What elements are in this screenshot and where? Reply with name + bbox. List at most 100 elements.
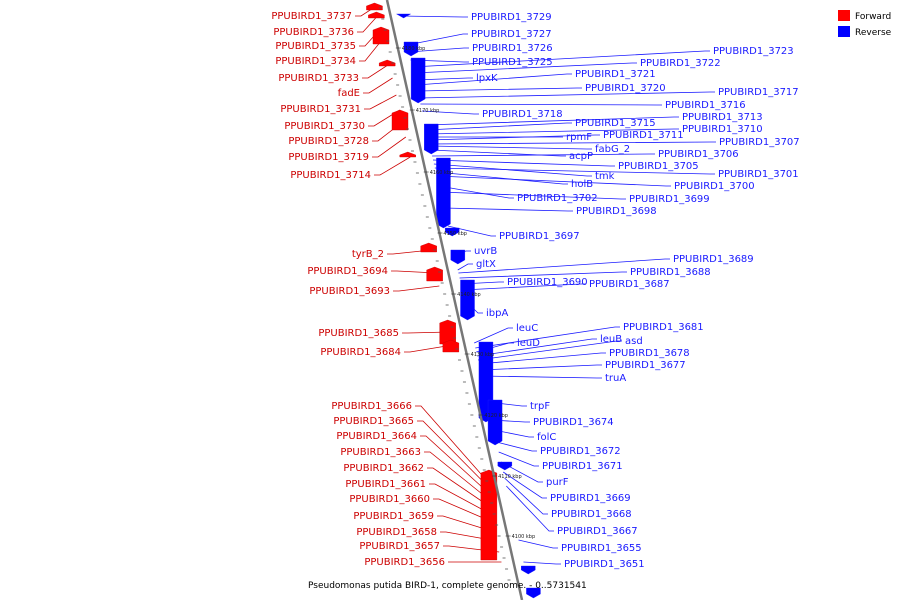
forward-gene-block <box>420 242 437 253</box>
label-connectors <box>355 5 716 565</box>
forward-gene-label: PPUBIRD1_3719 <box>288 152 369 163</box>
forward-gene-block <box>439 319 456 345</box>
reverse-connector <box>502 471 547 499</box>
reverse-gene-label: truA <box>605 373 626 384</box>
reverse-connector <box>410 59 469 63</box>
forward-gene-label: PPUBIRD1_3730 <box>284 121 365 132</box>
forward-connector <box>417 420 484 483</box>
reverse-gene-block <box>526 587 541 599</box>
reverse-gene-label: PPUBIRD1_3687 <box>589 279 670 290</box>
reverse-gene-block <box>460 279 475 321</box>
forward-connector <box>359 37 384 62</box>
forward-gene-label: PPUBIRD1_3685 <box>318 328 399 339</box>
reverse-gene-label: PPUBIRD1_3688 <box>630 267 711 278</box>
forward-connector <box>368 109 400 127</box>
reverse-gene-label: PPUBIRD1_3710 <box>682 124 763 135</box>
reverse-gene-label: ibpA <box>486 308 508 319</box>
scale-tick-label: 4170 kbp <box>416 108 440 114</box>
forward-connector <box>440 531 497 542</box>
reverse-connector <box>523 561 561 565</box>
forward-gene-block <box>399 151 416 158</box>
reverse-gene-block <box>424 123 439 155</box>
reverse-gene-label: PPUBIRD1_3718 <box>482 109 563 120</box>
reverse-gene-label: PPUBIRD1_3674 <box>533 417 614 428</box>
forward-connector <box>404 344 453 353</box>
forward-gene-label: PPUBIRD1_3659 <box>353 511 434 522</box>
legend-reverse-swatch <box>838 26 850 37</box>
reverse-connector <box>438 185 514 199</box>
reverse-connector <box>475 326 620 349</box>
reverse-connector <box>432 159 615 167</box>
reverse-gene-label: PPUBIRD1_3689 <box>673 254 754 265</box>
gene-labels: PPUBIRD1_3737 PPUBIRD1_3736 PPUBIRD1_3735 P… <box>271 11 799 570</box>
reverse-gene-block <box>436 157 451 229</box>
reverse-gene-label: PPUBIRD1_3681 <box>623 322 704 333</box>
genome-title: Pseudomonas putida BIRD-1, complete geno… <box>308 581 587 591</box>
forward-connector <box>374 156 411 176</box>
scale-tick-label: 4160 kbp <box>430 170 454 176</box>
reverse-connector <box>474 327 513 344</box>
scale-tick-label: 4140 kbp <box>457 292 481 298</box>
reverse-connector <box>480 364 602 371</box>
forward-gene-label: PPUBIRD1_3736 <box>273 27 354 38</box>
reverse-connector <box>425 116 679 126</box>
reverse-connector <box>400 15 468 18</box>
forward-connector <box>415 405 483 476</box>
forward-connector <box>387 249 432 255</box>
reverse-gene-label: PPUBIRD1_3678 <box>609 348 690 359</box>
forward-gene-label: PPUBIRD1_3734 <box>275 56 356 67</box>
reverse-gene-label: PPUBIRD1_3723 <box>713 46 794 57</box>
forward-gene-label: PPUBIRD1_3660 <box>349 494 430 505</box>
forward-gene-label: PPUBIRD1_3714 <box>290 170 371 181</box>
forward-gene-label: PPUBIRD1_3694 <box>307 266 388 277</box>
reverse-gene-label: PPUBIRD1_3698 <box>576 206 657 217</box>
scale-tick-label: 4100 kbp <box>512 534 536 540</box>
forward-gene-label: PPUBIRD1_3684 <box>320 347 401 358</box>
reverse-connector <box>477 338 597 357</box>
reverse-connector <box>457 263 473 271</box>
forward-connector <box>391 270 437 274</box>
reverse-gene-label: PPUBIRD1_3711 <box>603 130 684 141</box>
reverse-connector <box>435 171 568 185</box>
reverse-gene-label: PPUBIRD1_3720 <box>585 83 666 94</box>
reverse-connector <box>429 141 716 145</box>
forward-gene-block <box>442 339 460 353</box>
reverse-connector <box>420 103 662 106</box>
forward-gene-label: PPUBIRD1_3661 <box>345 479 426 490</box>
forward-gene-block <box>426 266 443 282</box>
reverse-gene-label: PPUBIRD1_3702 <box>517 193 598 204</box>
reverse-gene-label: uvrB <box>474 246 497 257</box>
reverse-gene-label: PPUBIRD1_3725 <box>472 57 553 68</box>
legend-forward-swatch <box>838 10 850 21</box>
reverse-connector <box>500 461 543 483</box>
forward-gene-label: PPUBIRD1_3666 <box>331 401 412 412</box>
reverse-gene-label: folC <box>537 432 556 443</box>
forward-gene-block <box>372 26 390 45</box>
reverse-gene-label: PPUBIRD1_3727 <box>471 29 552 40</box>
scale-tick-label: 4110 kbp <box>498 474 522 480</box>
reverse-connector <box>496 441 537 452</box>
legend-forward-label: Forward <box>855 12 891 22</box>
reverse-connector <box>408 47 469 53</box>
reverse-gene-label: PPUBIRD1_3672 <box>540 446 621 457</box>
forward-gene-block <box>368 11 385 19</box>
reverse-gene-label: PPUBIRD1_3726 <box>472 43 553 54</box>
reverse-gene-label: leuC <box>516 323 538 334</box>
reverse-connector <box>477 340 622 361</box>
reverse-gene-label: PPUBIRD1_3729 <box>471 12 552 23</box>
reverse-connector <box>504 477 548 515</box>
reverse-gene-label: acpP <box>569 151 593 162</box>
reverse-gene-label: PPUBIRD1_3668 <box>551 509 632 520</box>
forward-connector <box>393 285 440 292</box>
reverse-connector <box>459 271 627 279</box>
forward-gene-block <box>391 109 409 131</box>
reverse-connector <box>518 539 558 549</box>
forward-connector <box>362 63 390 79</box>
reverse-connector <box>447 225 496 237</box>
forward-connector <box>429 483 491 515</box>
reverse-connector <box>413 62 637 74</box>
forward-gene-label: PPUBIRD1_3693 <box>309 286 390 297</box>
reverse-gene-block <box>410 57 426 104</box>
scale-tick-label: 4180 kbp <box>402 46 426 52</box>
